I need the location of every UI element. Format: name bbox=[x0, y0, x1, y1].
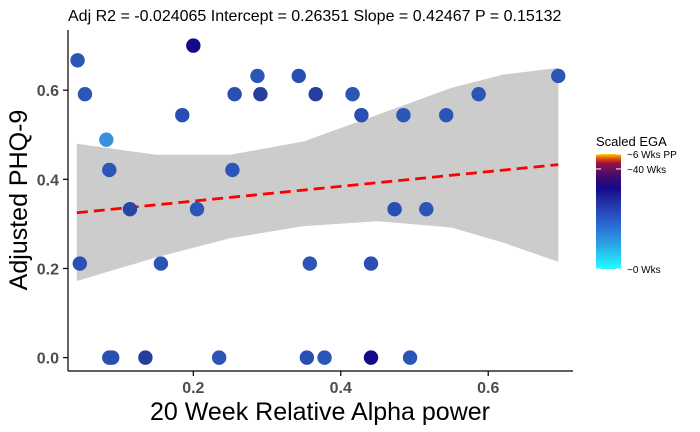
data-point bbox=[189, 201, 205, 217]
data-point bbox=[250, 68, 265, 84]
data-point bbox=[471, 86, 486, 102]
data-point bbox=[102, 162, 117, 178]
legend-label: ~0 Wks bbox=[627, 265, 661, 276]
y-tick-label: 0.6 bbox=[37, 83, 59, 100]
data-point bbox=[70, 53, 85, 68]
legend-labels: ~6 Wks PP ~40 Wks ~0 Wks bbox=[596, 150, 677, 276]
chart-title: Adj R2 = -0.024065 Intercept = 0.26351 S… bbox=[68, 8, 562, 25]
y-tick-label: 0.4 bbox=[37, 172, 59, 189]
data-point bbox=[402, 350, 418, 365]
x-tick-label: 0.6 bbox=[477, 380, 499, 397]
data-point bbox=[354, 107, 369, 123]
data-point bbox=[387, 201, 402, 217]
y-tick-label: 0.0 bbox=[37, 351, 59, 368]
x-axis-title: 20 Week Relative Alpha power bbox=[150, 398, 490, 426]
data-point bbox=[211, 350, 227, 365]
y-tick-label: 0.2 bbox=[37, 261, 59, 278]
data-point bbox=[396, 107, 411, 123]
data-point bbox=[105, 350, 120, 365]
legend-title: Scaled EGA bbox=[596, 134, 667, 149]
data-point bbox=[186, 38, 201, 53]
data-point bbox=[225, 162, 240, 178]
x-axis-ticks: 0.2 0.4 0.6 bbox=[182, 371, 499, 397]
data-point bbox=[72, 256, 87, 271]
confidence-band-layer bbox=[76, 67, 559, 282]
legend-colorbar bbox=[596, 154, 621, 269]
data-point bbox=[302, 256, 318, 271]
data-point bbox=[551, 68, 566, 84]
x-tick-label: 0.2 bbox=[182, 380, 204, 397]
legend-label: ~6 Wks PP bbox=[627, 150, 677, 161]
data-point bbox=[299, 350, 315, 365]
regression-line-layer bbox=[76, 163, 559, 215]
data-point bbox=[345, 86, 360, 102]
data-point bbox=[153, 256, 169, 271]
data-point bbox=[291, 68, 306, 84]
x-tick-label: 0.4 bbox=[330, 380, 352, 397]
confidence-band bbox=[76, 67, 559, 282]
data-point bbox=[77, 86, 93, 102]
data-point bbox=[438, 107, 454, 123]
regression-line bbox=[76, 163, 559, 215]
data-point bbox=[419, 201, 434, 217]
data-point bbox=[175, 107, 190, 123]
data-point bbox=[138, 350, 153, 365]
data-point bbox=[317, 350, 332, 365]
legend-label: ~40 Wks bbox=[627, 165, 666, 176]
y-axis-ticks: 0.0 0.2 0.4 0.6 bbox=[37, 83, 68, 368]
y-axis-title: Adjusted PHQ-9 bbox=[5, 110, 33, 291]
data-point bbox=[227, 86, 242, 102]
data-point bbox=[99, 132, 114, 147]
data-point bbox=[363, 256, 379, 271]
color-legend: Scaled EGA ~6 Wks PP ~40 Wks ~0 Wks bbox=[596, 134, 677, 276]
data-point bbox=[253, 86, 268, 102]
data-points bbox=[70, 38, 566, 365]
data-point bbox=[308, 86, 323, 102]
data-point bbox=[363, 350, 379, 365]
data-point bbox=[122, 201, 138, 217]
